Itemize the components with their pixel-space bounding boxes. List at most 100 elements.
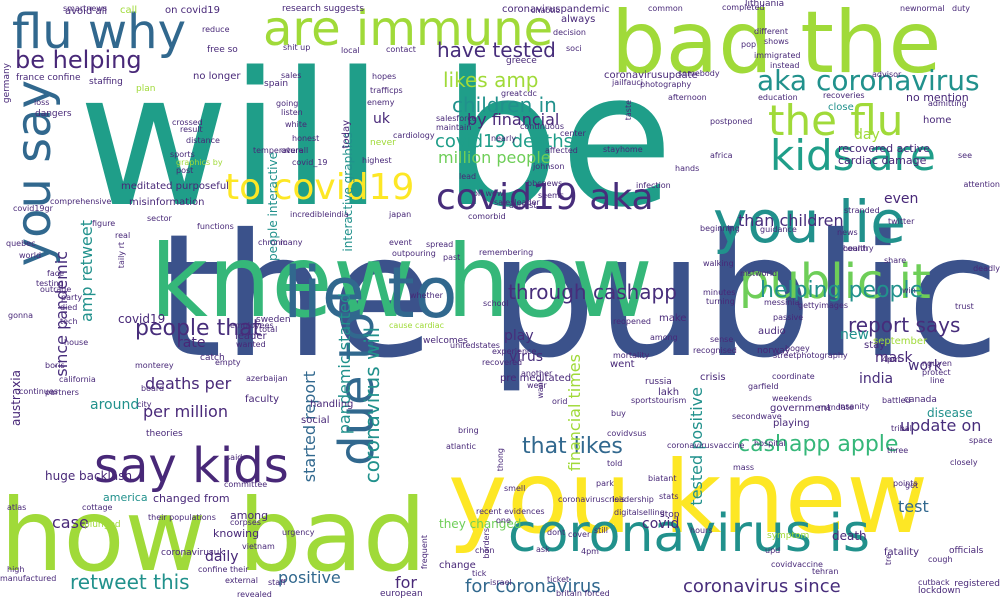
word-japan: japan: [389, 210, 412, 219]
word-highest: highest: [362, 156, 392, 165]
word-germany: germany: [2, 63, 12, 104]
word-affected: affected: [545, 146, 578, 155]
word-tick: tick: [472, 569, 487, 578]
word-honest: honest: [292, 134, 320, 143]
word-daily: daily: [205, 549, 239, 565]
word-they-changed: they changed: [439, 517, 522, 531]
word-employees: employees: [230, 321, 274, 330]
word-tech: tech: [60, 317, 78, 326]
word-stay: stay: [864, 340, 886, 351]
word-pre-meditated: pre meditated: [500, 373, 572, 384]
word-total: total: [259, 325, 278, 334]
word-quebec: quebec: [6, 239, 36, 248]
word-going: going: [276, 99, 299, 108]
word-never: never: [370, 138, 396, 148]
word-pop: pop: [741, 40, 757, 49]
word-walking: walking: [703, 259, 734, 268]
word-chan: chan: [475, 546, 495, 555]
word-mass: mass: [733, 463, 755, 472]
word-high: high: [7, 565, 25, 574]
word-california: california: [59, 375, 96, 384]
word-education: education: [758, 93, 798, 102]
word-coronavirusupdate: coronavirusupdate: [604, 70, 698, 81]
word-taste: taste: [624, 100, 633, 121]
word-covidvaccine: covidvaccine: [771, 560, 823, 569]
word-france-confine: france confine: [16, 73, 81, 83]
word-coronavirus-since: coronavirus since: [683, 576, 841, 597]
word-battled: battled: [882, 396, 911, 405]
word-change: change: [439, 560, 476, 571]
word-outrage: outrage: [40, 285, 72, 294]
word-knowing: knowing: [213, 527, 260, 540]
word-be-helping: be helping: [15, 46, 142, 74]
word-sense: sense: [710, 335, 734, 344]
word-knew-how: knew how: [150, 223, 653, 340]
word-post: post: [176, 166, 194, 175]
word-lakh: lakh: [658, 387, 680, 398]
word-contact: contact: [386, 45, 416, 54]
word-newnormal: newnormal: [900, 4, 945, 13]
word-deadly: deadly: [973, 264, 1000, 273]
word-result: result: [180, 125, 203, 134]
word-white: white: [285, 120, 307, 129]
word-shit-up: shit up: [283, 43, 311, 52]
word-still: still: [594, 526, 608, 535]
word-streetphotography: streetphotography: [773, 351, 848, 360]
word-atlas: atlas: [7, 503, 27, 512]
word-three: three: [887, 446, 909, 455]
word-dangers: dangers: [35, 109, 72, 119]
word-trust: trust: [955, 302, 974, 311]
word-weekends: weekends: [772, 394, 812, 403]
word-spain: spain: [264, 79, 289, 89]
word-likes-amp: likes amp: [443, 68, 539, 92]
word-crisis: crisis: [700, 372, 726, 383]
word-enemy: enemy: [367, 98, 395, 107]
word-staffing: staffing: [89, 77, 123, 87]
word-on-covid19: on covid19: [165, 5, 221, 16]
word-bogey: bogey: [785, 344, 810, 353]
word-event: event: [389, 238, 412, 247]
word-death: death: [832, 529, 867, 543]
word-functions: functions: [197, 222, 234, 231]
word-public-it: public it: [739, 254, 931, 310]
word-report-says: report says: [848, 313, 961, 337]
word-government: government: [770, 403, 831, 414]
word-country: country: [843, 244, 874, 253]
word-update-on: update on: [900, 416, 982, 435]
word-photography: photography: [640, 80, 692, 89]
word-no-longer: no longer: [193, 71, 241, 82]
word-covidvsus: covidvsus: [607, 429, 647, 438]
word-recovered: recovered: [482, 358, 523, 367]
word-registered: registered: [954, 579, 1000, 589]
word-norway: norway: [757, 346, 791, 356]
word-real: real: [115, 231, 131, 240]
word-news: news: [837, 228, 858, 237]
word-their-populations: their populations: [148, 513, 216, 522]
word-coronaviruscrisis: coronaviruscrisis: [558, 495, 626, 504]
word-audio: audio: [758, 326, 786, 337]
word-garfield: garfield: [748, 382, 779, 391]
word-continuous: continuous: [520, 122, 564, 131]
word-reopened: reopened: [613, 317, 651, 326]
word-lockdown: lockdown: [918, 586, 961, 596]
word-mandate: mandate: [818, 403, 854, 412]
word-interactive-graphics: interactive graphics: [341, 132, 355, 252]
word-home: home: [923, 115, 952, 126]
word-make: make: [659, 313, 687, 324]
word-wanted: wanted: [236, 340, 266, 349]
word-play: play: [504, 328, 534, 344]
word-started-report: started report: [300, 371, 319, 483]
word-bad-the: bad the: [611, 0, 942, 93]
word-another: another: [521, 369, 553, 378]
word-hours: hours: [690, 526, 713, 535]
word-immigrated: immigrated: [754, 51, 801, 60]
word-september: september: [873, 336, 928, 347]
word-say-kids: say kids: [94, 438, 289, 494]
word-among: among: [650, 333, 678, 342]
word-misinformation: misinformation: [129, 197, 205, 208]
word-among: among: [230, 509, 269, 522]
word-spread: spread: [426, 240, 454, 249]
word-taily-rt: taily rt: [117, 242, 126, 269]
word-israel: israel: [490, 578, 512, 587]
word-completed: completed: [722, 3, 765, 12]
